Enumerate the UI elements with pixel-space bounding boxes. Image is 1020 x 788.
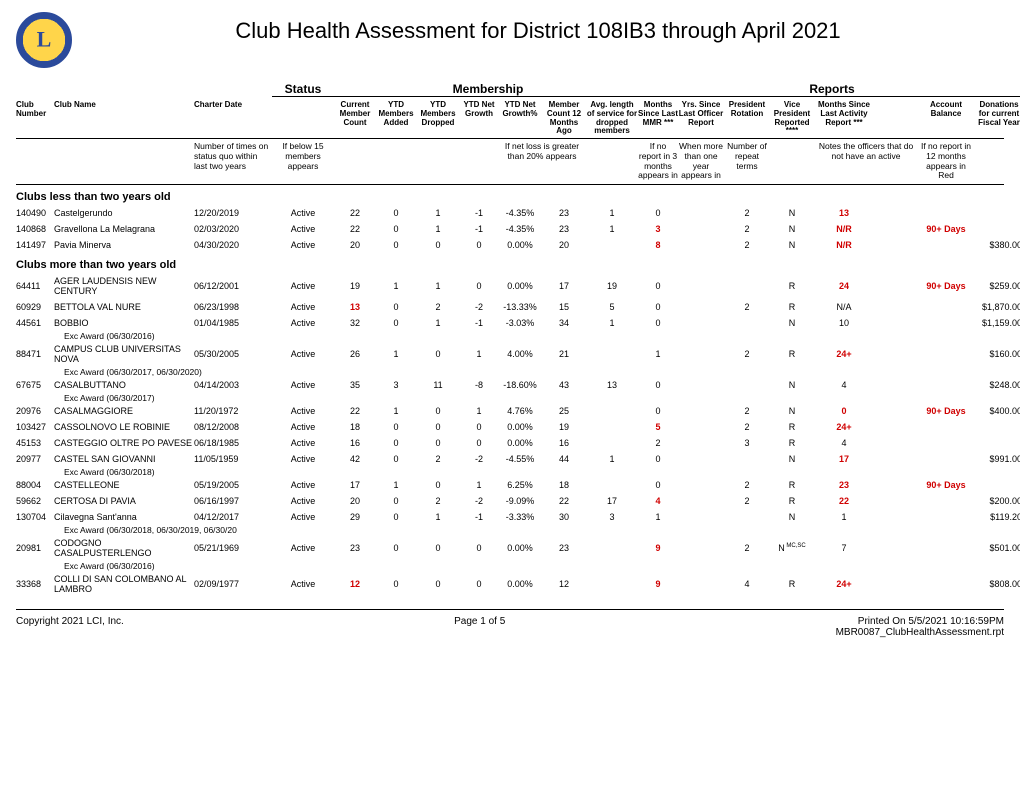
col-charter: Charter Date	[194, 101, 272, 136]
col-pres-rot: President Rotation	[724, 101, 770, 136]
col-ytd-dropped: YTD Members Dropped	[416, 101, 460, 136]
legend-no-report: If no report in 3 months appears in	[638, 142, 678, 181]
footer-printed: Printed On 5/5/2021 10:16:59PM	[836, 616, 1004, 627]
legend-num-terms: Number of repeat terms	[724, 142, 770, 181]
col-cur-count: Current Member Count	[334, 101, 376, 136]
row-note: Exc Award (06/30/2018, 06/30/2019, 06/30…	[16, 525, 1004, 535]
group-status: Status	[272, 82, 334, 97]
table-row: 20981CODOGNO CASALPUSTERLENGO05/21/1969A…	[16, 535, 1004, 561]
col-vp: Vice President Reported ****	[770, 101, 814, 136]
group-blank	[16, 82, 272, 97]
report-title: Club Health Assessment for District 108I…	[72, 18, 1004, 44]
legend-no-rep-12: If no report in 12 months appears in Red	[918, 142, 974, 181]
table-row: 44561BOBBIO01/04/1985Active3201-1-3.03%3…	[16, 315, 1004, 331]
table-row: 140868Gravellona La Melagrana02/03/2020A…	[16, 221, 1004, 237]
col-status	[272, 101, 334, 136]
page-header: Club Health Assessment for District 108I…	[16, 12, 1004, 68]
table-row: 60929BETTOLA VAL NURE06/23/1998Active130…	[16, 299, 1004, 315]
col-account: Account Balance	[918, 101, 974, 136]
col-count12: Member Count 12 Months Ago	[542, 101, 586, 136]
section-title: Clubs more than two years old	[16, 253, 1004, 273]
table-row: 88004CASTELLEONE05/19/2005Active171016.2…	[16, 477, 1004, 493]
table-row: 103427CASSOLNOVO LE ROBINIE08/12/2008Act…	[16, 419, 1004, 435]
footer-page: Page 1 of 5	[124, 616, 836, 638]
col-ytd-added: YTD Members Added	[376, 101, 416, 136]
legend-status: Number of times on status quo within las…	[194, 142, 272, 181]
table-row: 130704Cilavegna Sant'anna04/12/2017Activ…	[16, 509, 1004, 525]
table-row: 59662CERTOSA DI PAVIA06/16/1997Active200…	[16, 493, 1004, 509]
col-notes	[874, 101, 918, 136]
table-body: Clubs less than two years old140490Caste…	[16, 185, 1004, 597]
row-note: Exc Award (06/30/2018)	[16, 467, 1004, 477]
legend-if-below: If below 15 members appears	[272, 142, 334, 181]
legend-notes: Notes the officers that do not have an a…	[814, 142, 918, 181]
group-membership: Membership	[334, 82, 642, 97]
table-row: 33368COLLI DI SAN COLOMBANO AL LAMBRO02/…	[16, 571, 1004, 597]
table-row: 141497Pavia Minerva04/30/2020Active20000…	[16, 237, 1004, 253]
table-row: 20976CASALMAGGIORE11/20/1972Active221014…	[16, 403, 1004, 419]
table-row: 140490Castelgerundo12/20/2019Active2201-…	[16, 205, 1004, 221]
row-note: Exc Award (06/30/2016)	[16, 561, 1004, 571]
legend-row: Number of times on status quo within las…	[16, 138, 1004, 185]
legend-when: When more than one year appears in	[678, 142, 724, 181]
group-header-row: Status Membership Reports Finance LCIF	[16, 82, 1004, 97]
col-lcif: Donations for current Fiscal Year	[974, 101, 1020, 136]
row-note: Exc Award (06/30/2016)	[16, 331, 1004, 341]
group-reports: Reports	[642, 82, 1020, 97]
table-row: 20977CASTEL SAN GIOVANNI11/05/1959Active…	[16, 451, 1004, 467]
legend-net-loss: If net loss is greater than 20% appears	[498, 142, 586, 181]
column-header-row: Club Number Club Name Charter Date Curre…	[16, 97, 1004, 138]
col-months-activity: Months Since Last Activity Report ***	[814, 101, 874, 136]
col-ytd-net: YTD Net Growth	[460, 101, 498, 136]
page-footer: Copyright 2021 LCI, Inc. Page 1 of 5 Pri…	[16, 609, 1004, 638]
col-yrs-officer: Yrs. Since Last Officer Report	[678, 101, 724, 136]
lions-logo-icon	[16, 12, 72, 68]
row-note: Exc Award (06/30/2017, 06/30/2020)	[16, 367, 1004, 377]
col-club-number: Club Number	[16, 101, 54, 136]
col-avg-len: Avg. length of service for dropped membe…	[586, 101, 638, 136]
footer-file: MBR0087_ClubHealthAssessment.rpt	[836, 627, 1004, 638]
table-row: 64411AGER LAUDENSIS NEW CENTURY06/12/200…	[16, 273, 1004, 299]
table-row: 45153CASTEGGIO OLTRE PO PAVESE06/18/1985…	[16, 435, 1004, 451]
table-row: 88471CAMPUS CLUB UNIVERSITAS NOVA05/30/2…	[16, 341, 1004, 367]
col-months-mmr: Months Since Last MMR ***	[638, 101, 678, 136]
footer-copyright: Copyright 2021 LCI, Inc.	[16, 616, 124, 638]
col-ytd-net-pct: YTD Net Growth%	[498, 101, 542, 136]
table-row: 67675CASALBUTTANO04/14/2003Active35311-8…	[16, 377, 1004, 393]
row-note: Exc Award (06/30/2017)	[16, 393, 1004, 403]
col-club-name: Club Name	[54, 101, 194, 136]
section-title: Clubs less than two years old	[16, 185, 1004, 205]
